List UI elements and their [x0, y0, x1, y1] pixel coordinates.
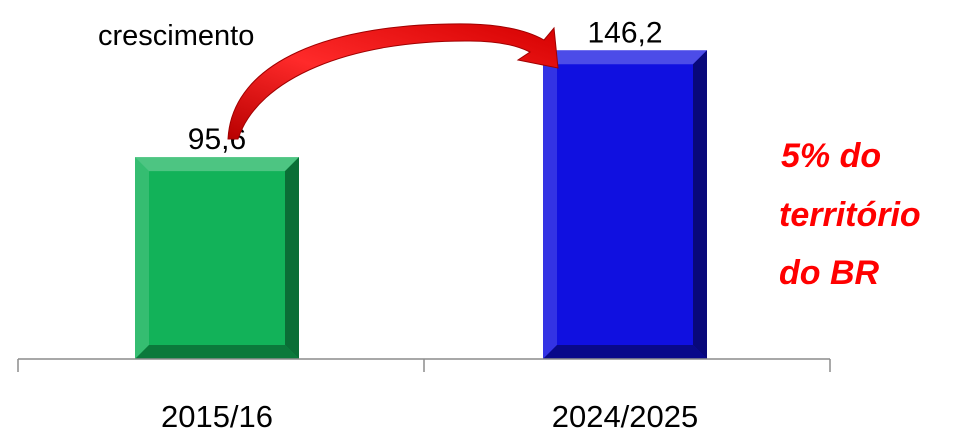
data-label: 146,2 — [587, 16, 662, 49]
bar-bevel-top — [543, 50, 707, 65]
bars-group — [135, 50, 707, 359]
x-tick-label: 2024/2025 — [552, 399, 699, 434]
bar-body — [135, 157, 299, 359]
bar-bevel-top — [135, 157, 299, 172]
bar-body — [543, 50, 707, 359]
side-note-line-3: do BR — [779, 254, 880, 292]
bar-bevel-right — [693, 50, 707, 359]
growth-arrow — [227, 23, 559, 140]
side-note-line-1: 5% do — [781, 137, 881, 175]
bar-bevel-left — [135, 157, 149, 359]
arrow-label: crescimento — [98, 20, 254, 52]
x-tick-label: 2015/16 — [161, 399, 273, 434]
bar-2 — [543, 50, 707, 359]
side-note-line-2: território — [779, 196, 921, 234]
bar-bevel-left — [543, 50, 557, 359]
bar-bevel-bottom — [543, 345, 707, 359]
bar-bevel-right — [285, 157, 299, 359]
bar-1 — [135, 157, 299, 359]
bar-bevel-bottom — [135, 345, 299, 359]
